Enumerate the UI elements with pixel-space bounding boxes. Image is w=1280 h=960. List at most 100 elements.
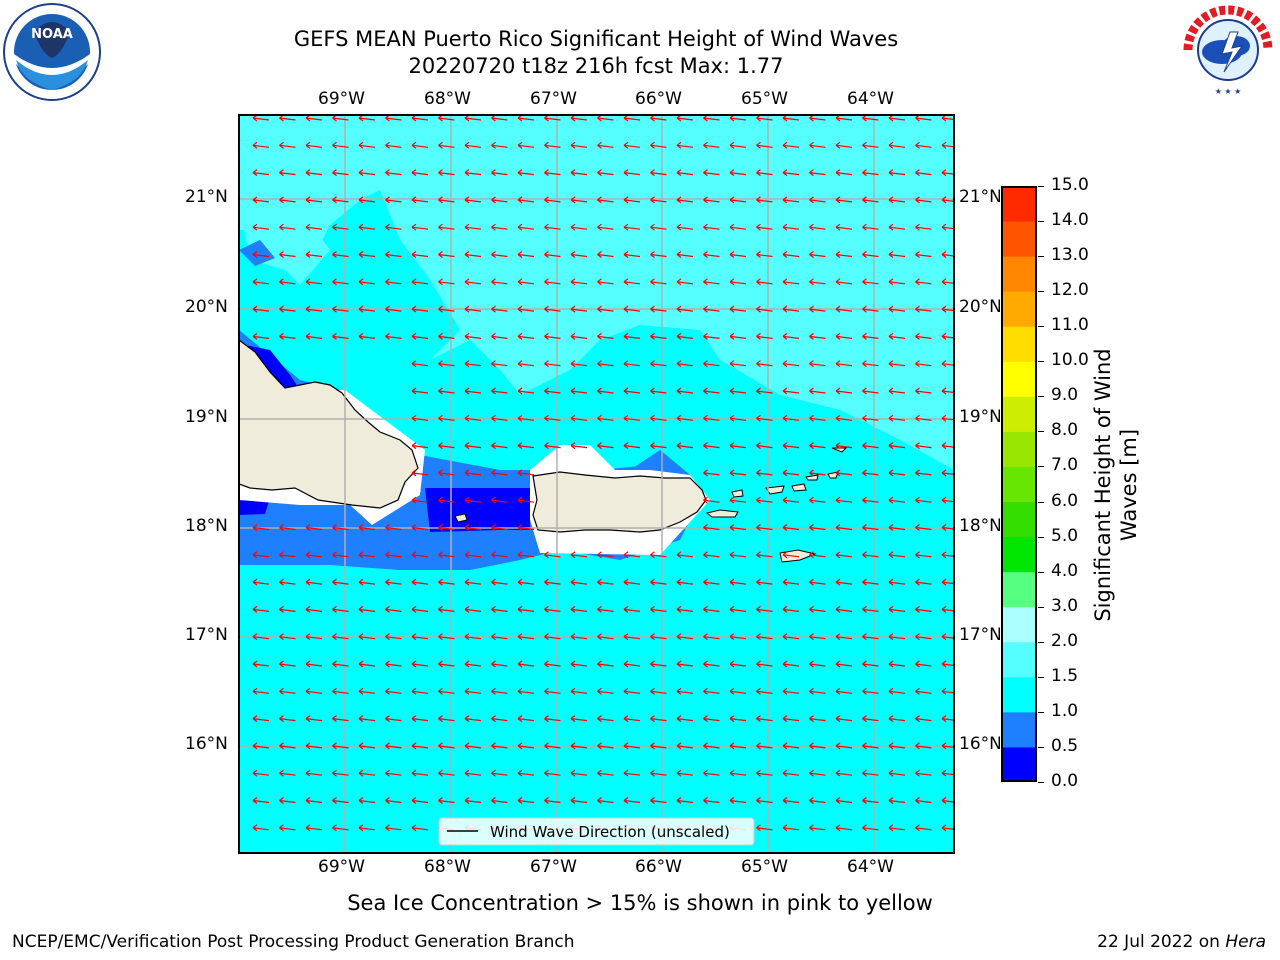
wave-direction-arrow	[835, 360, 853, 368]
wave-direction-arrow	[544, 141, 561, 149]
wave-direction-arrow	[941, 387, 954, 395]
wave-direction-arrow	[835, 141, 853, 149]
wave-direction-arrow	[544, 169, 561, 177]
wave-direction-arrow	[623, 769, 641, 777]
wave-direction-arrow	[358, 824, 376, 832]
wave-direction-arrow	[941, 360, 954, 368]
wave-direction-arrow	[385, 769, 402, 777]
wave-direction-arrow	[332, 660, 349, 668]
colorbar-band	[1002, 606, 1036, 643]
wave-direction-arrow	[411, 551, 429, 559]
wave-direction-arrow	[279, 742, 296, 750]
wave-direction-arrow	[756, 687, 773, 695]
wave-direction-arrow	[279, 578, 296, 586]
colorbar-tick-label: 13.0	[1051, 245, 1089, 266]
colorbar-tick-mark	[1038, 571, 1044, 573]
colorbar-band	[1002, 361, 1036, 397]
wave-direction-arrow	[756, 605, 773, 613]
wave-direction-arrow	[915, 251, 932, 258]
wave-direction-arrow	[809, 578, 826, 586]
wave-direction-arrow	[703, 169, 720, 177]
wave-direction-arrow	[862, 414, 879, 422]
wave-direction-arrow	[729, 305, 747, 313]
wave-direction-arrow	[703, 442, 720, 450]
wave-direction-arrow	[888, 742, 906, 750]
wave-direction-arrow	[358, 251, 376, 258]
wave-direction-arrow	[809, 496, 826, 504]
wave-direction-arrow	[517, 633, 535, 641]
wave-direction-arrow	[570, 223, 588, 231]
wave-direction-arrow	[411, 332, 429, 340]
lon-label-bottom: 65°W	[741, 857, 788, 877]
wave-direction-arrow	[729, 551, 747, 559]
wave-direction-arrow	[464, 223, 482, 231]
wave-direction-arrow	[597, 797, 614, 804]
wave-direction-arrow	[358, 687, 376, 695]
wave-direction-arrow	[835, 524, 853, 531]
wave-direction-arrow	[915, 797, 932, 804]
wave-direction-arrow	[332, 305, 349, 313]
wave-direction-arrow	[464, 524, 482, 531]
wave-direction-arrow	[517, 797, 535, 804]
wave-direction-arrow	[782, 442, 800, 450]
svg-text:★ ★ ★: ★ ★ ★	[1215, 87, 1242, 96]
colorbar-band	[1002, 291, 1036, 327]
wave-direction-arrow	[888, 387, 906, 395]
wave-direction-arrow	[305, 715, 323, 723]
wave-direction-arrow	[729, 633, 747, 641]
wave-direction-arrow	[782, 633, 800, 641]
wave-direction-arrow	[544, 797, 561, 804]
wave-direction-arrow	[517, 387, 535, 395]
wave-direction-arrow	[279, 715, 296, 723]
wave-direction-arrow	[544, 278, 561, 286]
wave-direction-arrow	[941, 169, 954, 177]
wave-direction-arrow	[570, 715, 588, 723]
colorbar-band	[1002, 746, 1036, 783]
wave-direction-arrow	[676, 141, 694, 149]
colorbar-ticks: 0.0 0.5 1.0 1.5 2.0 3.0 4.0 5.0 6.0 7.0 8.0 9.0 10.0…	[1038, 0, 1118, 960]
wave-direction-arrow	[491, 169, 508, 177]
wave-direction-arrow	[305, 769, 323, 777]
wave-direction-arrow	[623, 442, 641, 450]
wave-direction-arrow	[411, 605, 429, 613]
wave-direction-arrow	[597, 251, 614, 258]
wave-direction-arrow	[491, 797, 508, 804]
wave-direction-arrow	[358, 524, 376, 531]
wave-direction-arrow	[729, 524, 747, 531]
lon-label-top: 67°W	[530, 89, 577, 109]
wave-direction-arrow	[464, 414, 482, 422]
wave-direction-arrow	[888, 360, 906, 368]
wave-direction-arrow	[411, 578, 429, 586]
wave-direction-arrow	[676, 332, 694, 340]
colorbar-tick-label: 1.0	[1051, 700, 1079, 721]
wave-direction-arrow	[941, 687, 954, 695]
wave-direction-arrow	[597, 141, 614, 149]
wave-direction-arrow	[623, 660, 641, 668]
wave-direction-arrow	[729, 797, 747, 804]
wave-direction-arrow	[544, 332, 561, 340]
wave-direction-arrow	[835, 387, 853, 395]
wave-direction-arrow	[729, 578, 747, 586]
wave-direction-arrow	[464, 605, 482, 613]
wave-direction-arrow	[597, 305, 614, 313]
wave-direction-arrow	[676, 305, 694, 313]
wave-direction-arrow	[279, 141, 296, 149]
wave-direction-arrow	[915, 141, 932, 149]
lon-label-top: 65°W	[741, 89, 788, 109]
wave-direction-arrow	[835, 687, 853, 695]
wave-direction-arrow	[888, 633, 906, 641]
wave-direction-arrow	[570, 305, 588, 313]
wave-direction-arrow	[756, 769, 773, 777]
wave-direction-arrow	[729, 223, 747, 231]
wave-direction-arrow	[782, 141, 800, 149]
wave-direction-arrow	[358, 797, 376, 804]
wave-direction-arrow	[862, 660, 879, 668]
wave-direction-arrow	[650, 251, 667, 258]
wave-direction-arrow	[491, 305, 508, 313]
wave-direction-arrow	[332, 605, 349, 613]
lat-label-left: 21°N	[185, 187, 228, 207]
wave-direction-arrow	[623, 169, 641, 177]
wave-direction-arrow	[809, 715, 826, 723]
wave-direction-arrow	[650, 633, 667, 641]
